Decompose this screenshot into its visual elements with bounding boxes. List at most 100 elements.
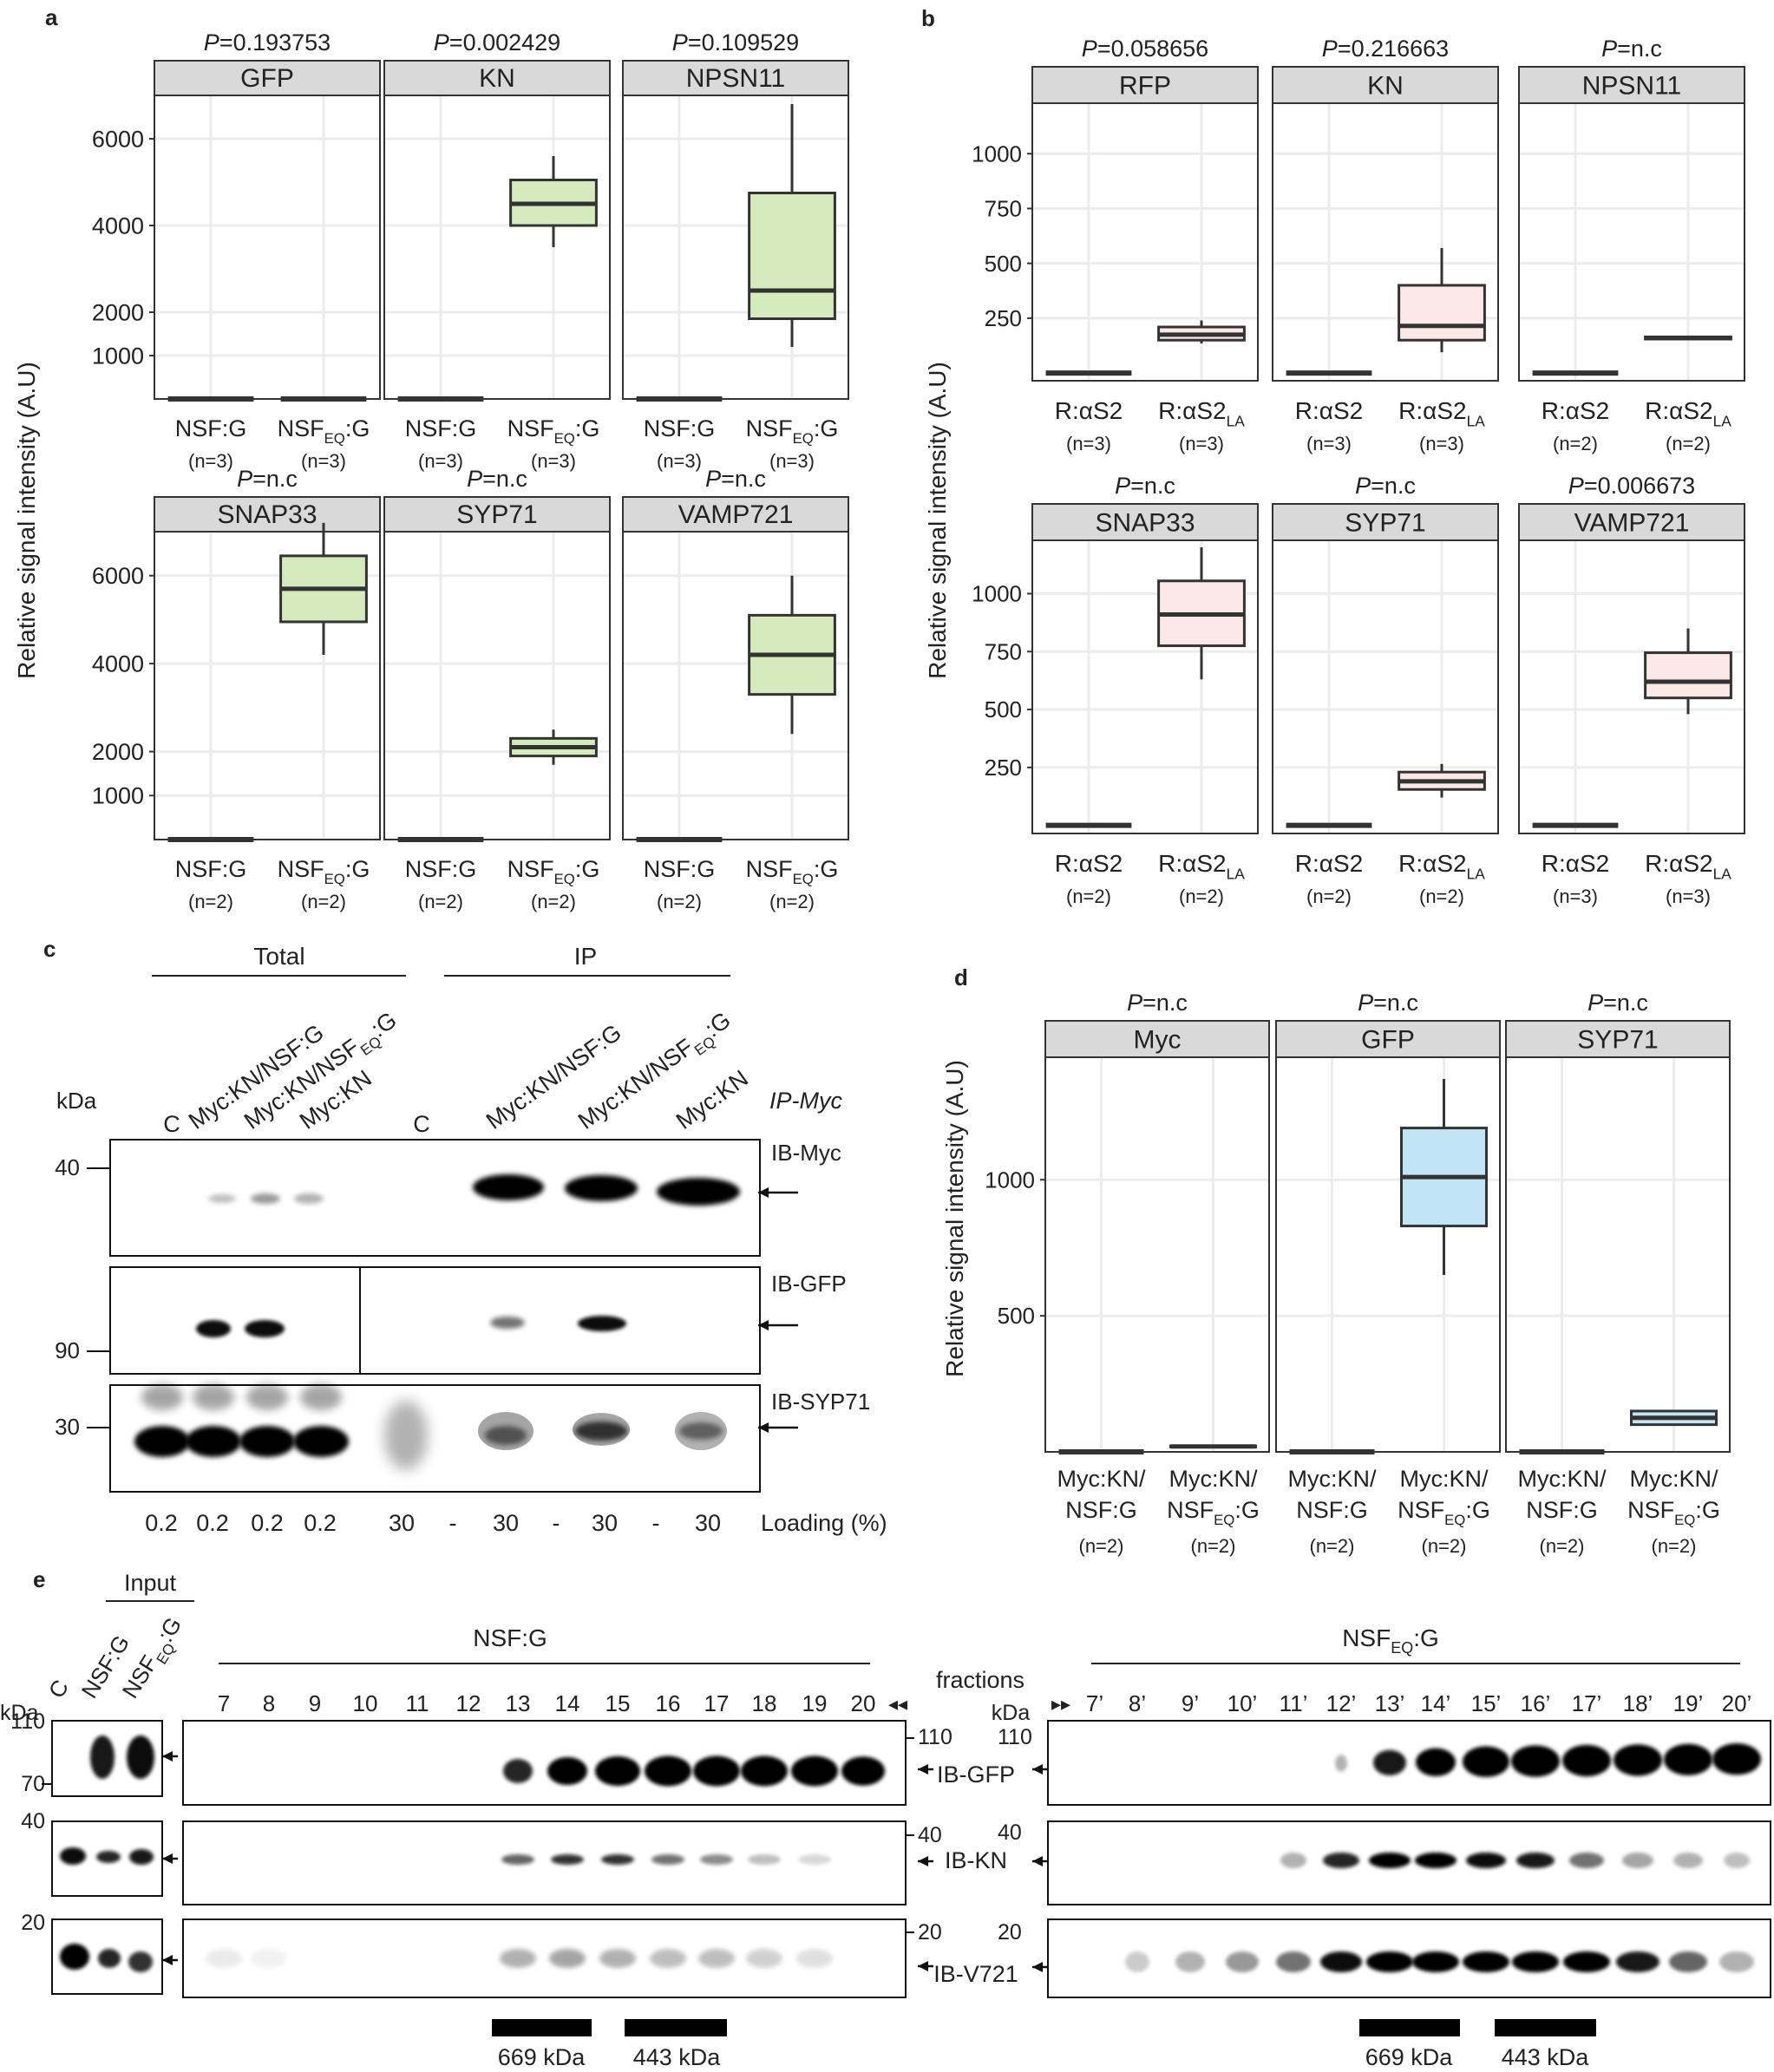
label-main: R:αS2 <box>1055 397 1123 424</box>
facet-snap33: P=n.c SNAP33 <box>1031 473 1259 834</box>
kda-marker: 40 <box>918 1823 942 1847</box>
blot-band <box>1719 1951 1754 1972</box>
label-subscript: EQ <box>793 430 814 447</box>
fraction-blot-left <box>182 1820 907 1905</box>
group-total: Total <box>253 943 304 970</box>
blot-band <box>1463 1951 1509 1972</box>
x-label: R:αS2 <box>1295 850 1363 877</box>
blot-band <box>129 1849 154 1865</box>
x-label: NSF:G <box>175 856 247 882</box>
n-label: (n=2) <box>1422 1535 1467 1557</box>
n-label: (n=2) <box>1553 433 1598 454</box>
x-label: R:αS2LA <box>1645 850 1731 882</box>
fractions-label: fractions <box>936 1667 1024 1693</box>
blot-band <box>578 1316 626 1331</box>
input-lane-label: NSFEQ:G <box>117 1612 192 1705</box>
x-label-line2: NSFEQ:G <box>1167 1497 1260 1528</box>
input-lane-label: C <box>43 1675 74 1703</box>
blot-band <box>501 1854 534 1865</box>
facet-rfp: P=0.058656 RFP <box>1031 36 1259 382</box>
p-value: P=n.c <box>1601 36 1662 62</box>
fraction-label: 11’ <box>1280 1690 1308 1716</box>
blot-band <box>698 1949 735 1968</box>
box-iqr <box>748 192 836 320</box>
blot-band <box>796 1949 833 1968</box>
facet-header <box>383 496 611 533</box>
kda-marker: 40 <box>998 1820 1022 1845</box>
kda-marker: 40 <box>21 1809 45 1833</box>
label-main: NSF:G <box>644 856 716 882</box>
facet-npsn11: P=n.c NPSN11 <box>1518 36 1745 382</box>
label-main: R:αS2 <box>1295 850 1363 877</box>
p-number: =0.058656 <box>1097 36 1208 62</box>
blot-band <box>1226 1951 1259 1972</box>
label-subscript: EQ <box>1214 1512 1234 1528</box>
blot-band <box>549 1949 586 1968</box>
p-prefix: P <box>237 466 252 492</box>
n-label: (n=2) <box>301 891 346 912</box>
y-tick-label: 1000 <box>92 783 144 809</box>
p-value: P=0.216663 <box>1322 36 1449 62</box>
plot-area <box>1518 102 1745 382</box>
box-2 <box>1644 335 1732 341</box>
label-main: R:αS2 <box>1542 850 1609 877</box>
blot-band <box>741 1755 788 1787</box>
loading-value: - <box>553 1510 560 1536</box>
n-label: (n=3) <box>1419 433 1464 454</box>
p-prefix: P <box>1358 990 1373 1016</box>
n-label: (n=3) <box>1666 886 1711 907</box>
loading-value: 0.2 <box>304 1510 337 1536</box>
facet-header <box>1031 503 1259 541</box>
arrow-head <box>758 1320 769 1330</box>
p-number: =n.c <box>482 466 527 492</box>
panel-label-d: d <box>954 964 968 990</box>
size-marker-label: 443 kDa <box>1502 2044 1590 2070</box>
facet-myc: P=n.c Myc <box>1044 990 1270 1454</box>
p-prefix: P <box>1355 473 1371 499</box>
panel-label-e: e <box>33 1566 45 1592</box>
x-label: NSF:G <box>175 415 247 441</box>
p-value: P=0.193753 <box>204 29 331 56</box>
blot-band <box>1416 1748 1456 1776</box>
label-main: R:αS2 <box>1398 850 1466 877</box>
x-label-line1: Myc:KN/ <box>1287 1466 1377 1492</box>
kda-marker: 70 <box>21 1772 45 1796</box>
box-2 <box>1398 247 1486 353</box>
loading-value: - <box>449 1510 457 1536</box>
blot-band <box>1724 1853 1750 1868</box>
y-axis-title-a: Relative signal intensity (A.U) <box>13 362 40 679</box>
box-2 <box>748 575 836 735</box>
panel-label-a: a <box>45 4 58 30</box>
blot-band <box>1569 1853 1604 1868</box>
kda-marker: 90 <box>55 1337 80 1363</box>
loading-label: Loading (%) <box>761 1510 887 1536</box>
x-label: R:αS2 <box>1055 397 1123 424</box>
facet-header <box>1272 66 1499 104</box>
plot-area <box>1275 1056 1501 1453</box>
label-main: NSF:G <box>1065 1497 1137 1523</box>
n-label: (n=3) <box>188 450 233 472</box>
facet-title: VAMP721 <box>678 500 794 529</box>
blot-band <box>128 1951 153 1972</box>
blot-band <box>503 1759 533 1783</box>
facet-header <box>622 496 849 533</box>
lane-label: C <box>413 1111 430 1137</box>
x-label: NSF:G <box>405 415 477 441</box>
blot-label: IB-V721 <box>933 1961 1018 1987</box>
y-tick-label: 4000 <box>92 212 144 239</box>
y-tick-label: 6000 <box>92 126 144 152</box>
label-subscript: EQ <box>1444 1512 1465 1528</box>
fraction-label: 7’ <box>1086 1690 1103 1716</box>
blot-band <box>1412 1951 1459 1972</box>
p-number: =n.c <box>1617 36 1662 62</box>
facet-title: GFP <box>240 64 294 93</box>
fraction-label: 12’ <box>1326 1690 1357 1716</box>
n-label: (n=3) <box>657 450 702 472</box>
label-main: NSF:G <box>405 415 477 441</box>
fraction-label: 8’ <box>1129 1690 1146 1716</box>
size-marker-bar <box>492 2019 592 2036</box>
y-axis: 6000 4000 2000 1000 <box>92 126 154 369</box>
blot-band <box>134 1426 190 1457</box>
loading-value: - <box>652 1510 660 1536</box>
